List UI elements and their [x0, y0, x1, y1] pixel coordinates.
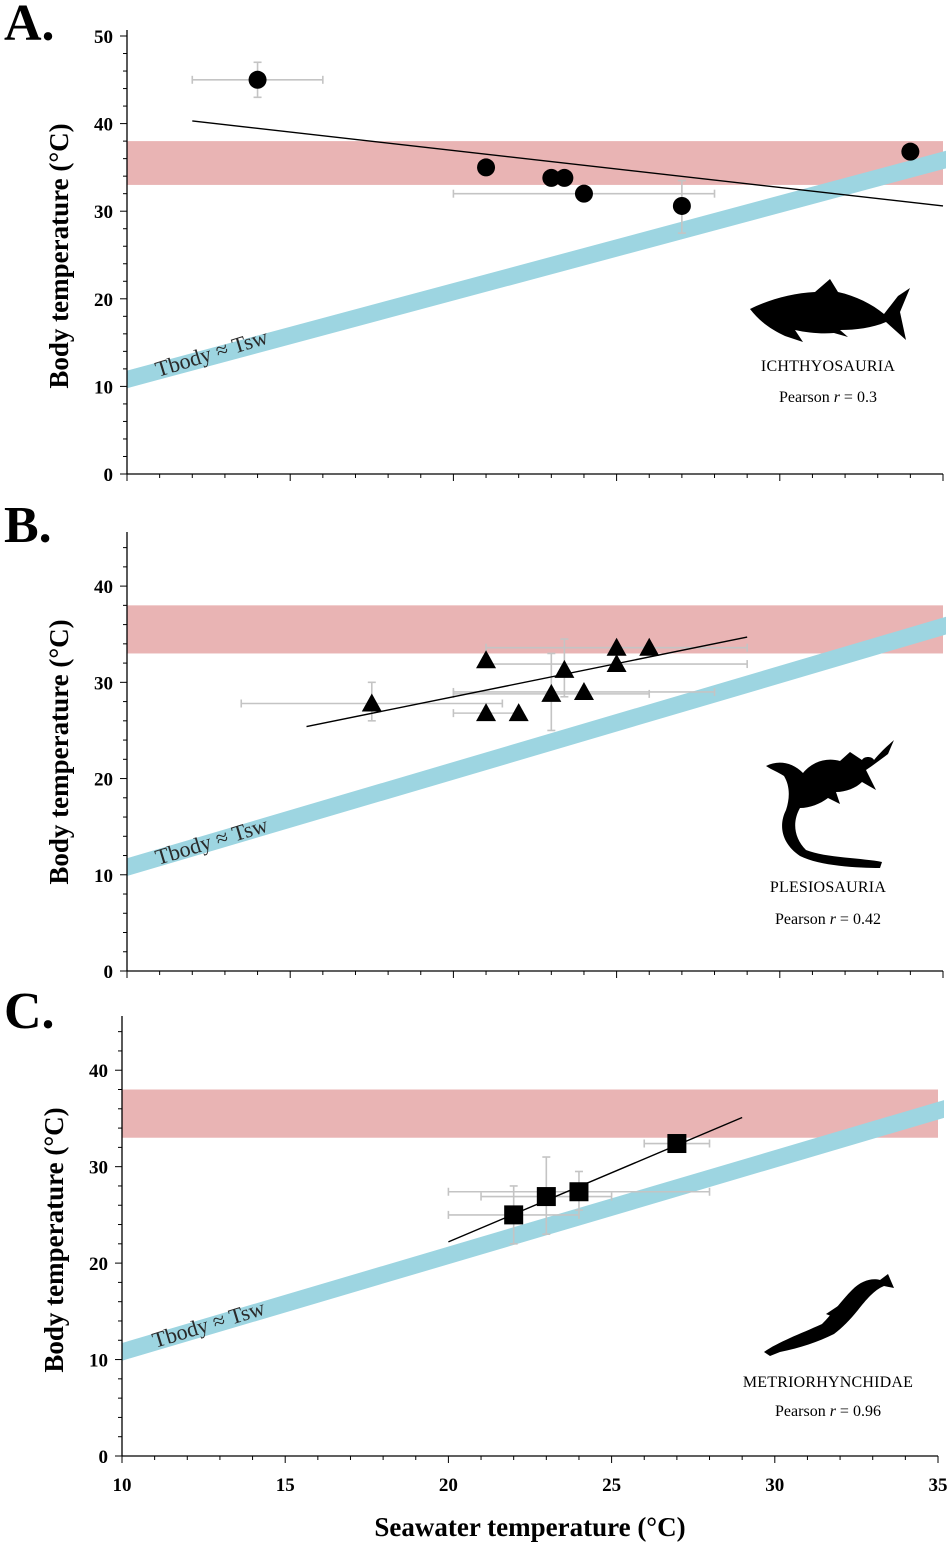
panel-a-pearson: Pearson r = 0.3: [779, 389, 877, 406]
panel-a-point-0: [248, 70, 267, 89]
panel-c-y-tick-label: 20: [89, 1254, 108, 1275]
panel-a-isotherm-band: [127, 150, 946, 389]
panel-b-point-9: [639, 637, 660, 656]
panel-b-point-6: [573, 681, 594, 700]
panel-a-point-6: [901, 142, 920, 161]
panel-b-point-5: [554, 659, 575, 678]
panel-a-point-5: [672, 196, 691, 215]
panel-c-points: [504, 1134, 687, 1225]
panel-a-label: A.: [4, 0, 55, 52]
panel-b-point-4: [541, 683, 562, 702]
panel-c-y-tick-label: 0: [99, 1447, 109, 1468]
panel-b-group-name: PLESIOSAURIA: [770, 879, 886, 896]
x-tick-label: 25: [602, 1475, 621, 1496]
panel-c-group-name: METRIORHYNCHIDAE: [743, 1374, 913, 1391]
panel-b-point-8: [606, 637, 627, 656]
panel-a-y-tick-label: 20: [94, 290, 113, 311]
panel-c-label: C.: [4, 983, 55, 1040]
panel-c-y-axis-title: Body temperature (°C): [39, 1107, 69, 1372]
panel-b-point-2: [476, 703, 497, 722]
panel-b-point-3: [508, 703, 529, 722]
panel-a-y-tick-label: 10: [94, 377, 113, 398]
panel-a-y-axis-title: Body temperature (°C): [44, 123, 74, 388]
panel-c-y-tick-label: 10: [89, 1351, 108, 1372]
x-tick-label: 35: [929, 1475, 948, 1496]
panel-b-endotherm-band: [127, 605, 943, 654]
panel-b-y-tick-label: 30: [94, 673, 113, 694]
panel-b-isotherm-label: Tbody ≈ Tsw: [152, 812, 271, 870]
panel-c-y-tick-label: 40: [89, 1061, 108, 1082]
panel-b-point-0: [361, 693, 382, 712]
ichthyosaur-silhouette-icon: [750, 279, 910, 342]
panel-a-points: [248, 70, 920, 215]
panel-c-y-tick-label: 30: [89, 1158, 108, 1179]
panel-b-y-tick-label: 20: [94, 770, 113, 791]
panel-c-point-2: [569, 1182, 589, 1202]
x-tick-label: 20: [439, 1475, 458, 1496]
panel-a: A. 0 10 20 30 40 50 Tbody ≈ Tsw Body temperat…: [4, 0, 946, 486]
panel-a-point-4: [574, 184, 593, 203]
panel-a-axes: 0 10 20 30 40 50: [94, 27, 944, 486]
panel-a-point-1: [477, 158, 496, 177]
panel-b-pearson: Pearson r = 0.42: [775, 911, 881, 928]
plesiosaur-silhouette-icon: [766, 740, 894, 868]
x-tick-label: 15: [276, 1475, 295, 1496]
panel-a-y-tick-label: 50: [94, 27, 113, 48]
panel-c-fit-line: [448, 1116, 743, 1243]
panel-a-endotherm-band: [127, 141, 943, 185]
panel-a-y-tick-label: 0: [104, 465, 114, 486]
x-tick-label: 10: [113, 1475, 132, 1496]
panel-a-fit-line: [192, 120, 944, 207]
panel-c-point-0: [504, 1205, 524, 1225]
panel-b-axes: 0 10 20 30 40: [94, 532, 944, 983]
panel-c-point-3: [667, 1134, 687, 1154]
metriorhynchid-silhouette-icon: [764, 1274, 894, 1356]
panel-a-point-2: [542, 168, 561, 187]
panel-b-y-tick-label: 0: [104, 962, 114, 983]
panel-b: B. 0 10 20 30 40 Tbody ≈ Tsw Body temperatur…: [4, 497, 946, 983]
panel-b-label: B.: [4, 497, 52, 554]
panel-b-y-axis-title: Body temperature (°C): [44, 619, 74, 884]
panel-a-y-tick-label: 30: [94, 202, 113, 223]
panel-b-y-tick-label: 10: [94, 866, 113, 887]
panel-a-point-3: [555, 168, 574, 187]
x-axis-title: Seawater temperature (°C): [374, 1512, 685, 1542]
panel-a-y-tick-label: 40: [94, 115, 113, 136]
panel-b-points: [361, 637, 660, 722]
panel-c-endotherm-band: [122, 1089, 938, 1138]
panel-b-point-7: [606, 654, 627, 673]
panel-c-isotherm-band: [122, 1100, 944, 1361]
panel-c-point-1: [536, 1187, 556, 1207]
panel-b-point-1: [476, 650, 497, 669]
panel-b-y-tick-label: 40: [94, 577, 113, 598]
x-tick-label: 30: [765, 1475, 784, 1496]
panel-c-isotherm-label: Tbody ≈ Tsw: [149, 1295, 268, 1353]
panel-b-isotherm-band: [127, 616, 946, 876]
panel-a-isotherm-label: Tbody ≈ Tsw: [152, 324, 271, 382]
panel-c-pearson: Pearson r = 0.96: [775, 1403, 881, 1420]
panel-b-fit-line: [306, 636, 748, 728]
panel-a-group-name: ICHTHYOSAURIA: [761, 358, 895, 375]
